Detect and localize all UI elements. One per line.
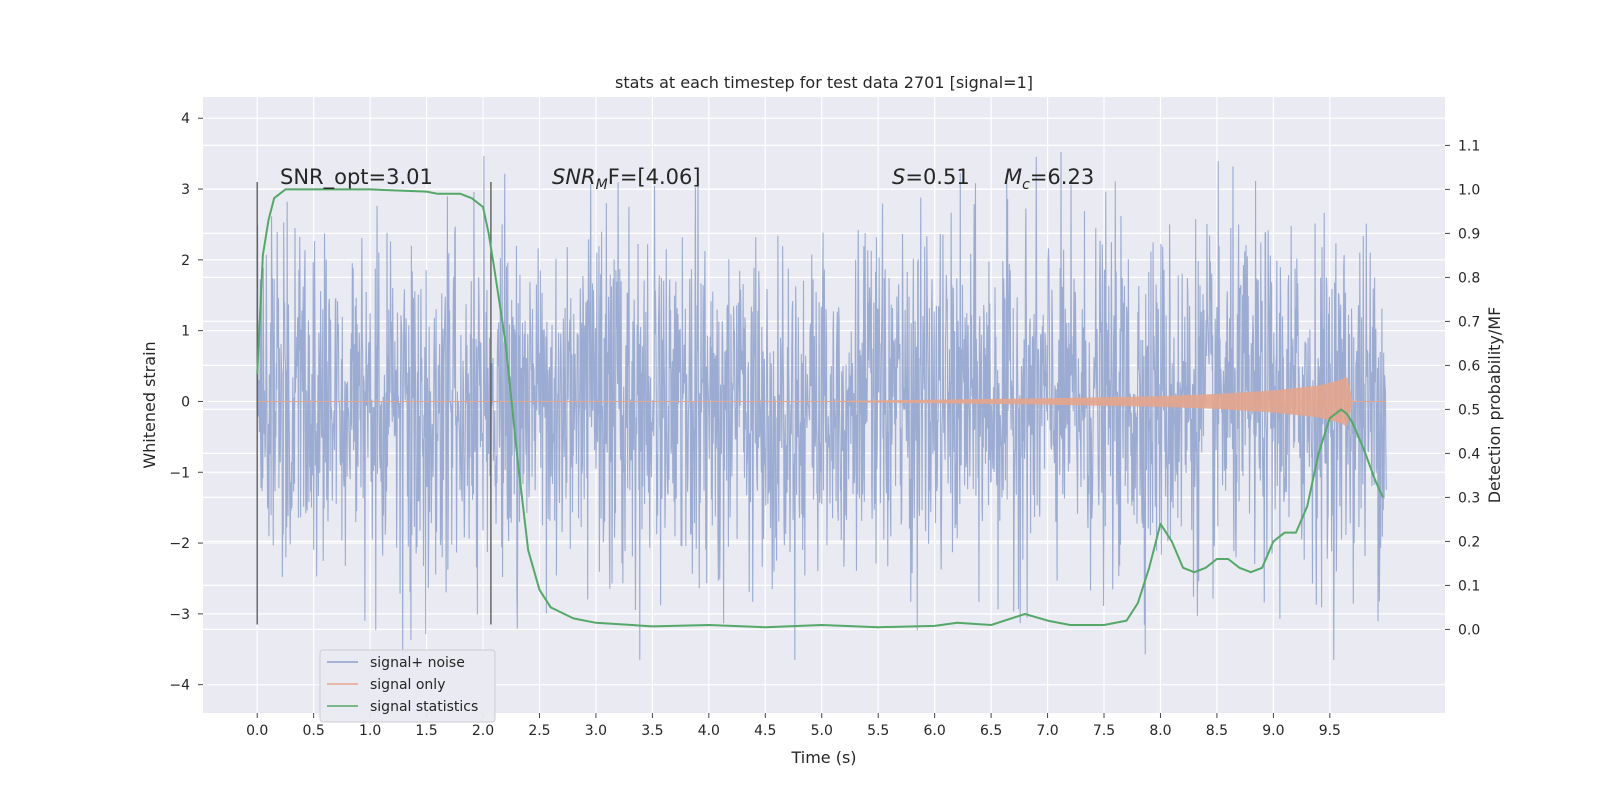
x-axis-ticks: 0.0 0.5 1.0 1.5 2.0 2.5 3.0 3.5 4.0 4.5 5.0 5.5 6.0 6… [246, 713, 1341, 739]
x-tick-label: 8.5 [1206, 723, 1228, 739]
legend-label-signal-statistics: signal statistics [370, 699, 478, 715]
y-right-axis-label: Detection probability/MF [1485, 307, 1504, 504]
x-tick-label: 4.0 [698, 723, 720, 739]
x-tick-label: 7.0 [1036, 723, 1058, 739]
y-tick-label: 0 [181, 394, 190, 410]
y-right-axis-ticks: 1.1 1.0 0.9 0.8 0.7 0.6 0.5 0.4 0.3 0.2 0.1 0.0 [1445, 138, 1480, 638]
annotation-snr-mf-value: F=[4.06] [608, 165, 701, 189]
vertical-markers [256, 181, 492, 625]
x-tick-label: 5.0 [811, 723, 833, 739]
y-right-tick-label: 0.4 [1458, 446, 1480, 462]
y-right-tick-label: 0.9 [1458, 226, 1480, 242]
annotation-snr-mf-subscript: M [596, 177, 608, 193]
chart-title: stats at each timestep for test data 270… [615, 73, 1033, 92]
x-axis-label: Time (s) [790, 748, 856, 767]
x-tick-label: 1.0 [359, 723, 381, 739]
series-signal-statistics [256, 188, 1384, 629]
x-tick-label: 4.5 [754, 723, 776, 739]
x-tick-label: 9.5 [1319, 723, 1341, 739]
annotation-s-value: =0.51 [905, 165, 969, 189]
annotation-mc-symbol: M [1004, 165, 1022, 189]
y-right-tick-label: 1.1 [1458, 138, 1480, 154]
y-right-tick-label: 0.0 [1458, 622, 1480, 638]
annotation-s: S=0.51 [892, 165, 970, 189]
y-axis-ticks: 4 3 2 1 0 −1 −2 −3 −4 [169, 111, 203, 694]
annotation-mc-value: =6.23 [1030, 165, 1094, 189]
x-tick-label: 0.0 [246, 723, 268, 739]
annotation-snr-mf-symbol: SNR [552, 165, 596, 189]
x-tick-label: 3.5 [641, 723, 663, 739]
y-tick-label: −3 [169, 607, 190, 623]
legend-label-signal-only: signal only [370, 677, 445, 693]
annotation-snr-opt: SNR_opt=3.01 [280, 165, 433, 190]
legend-box [319, 649, 496, 723]
y-tick-label: −2 [169, 536, 190, 552]
x-tick-label: 6.5 [980, 723, 1002, 739]
x-tick-label: 8.0 [1149, 723, 1171, 739]
annotation-mc: Mc=6.23 [1004, 165, 1094, 193]
x-tick-label: 5.5 [867, 723, 889, 739]
y-right-tick-label: 1.0 [1458, 182, 1480, 198]
x-tick-label: 0.5 [303, 723, 325, 739]
y-tick-label: 1 [181, 324, 190, 340]
x-tick-label: 3.0 [585, 723, 607, 739]
annotation-snr-mf: SNRMF=[4.06] [552, 165, 701, 193]
y-tick-label: 2 [181, 253, 190, 269]
legend: signal+ noise signal only signal statist… [319, 649, 496, 723]
y-right-tick-label: 0.7 [1458, 314, 1480, 330]
y-tick-label: −1 [169, 465, 190, 481]
x-tick-label: 2.0 [472, 723, 494, 739]
y-tick-label: 4 [181, 111, 190, 127]
y-right-tick-label: 0.3 [1458, 490, 1480, 506]
signal-statistics-line [256, 188, 1384, 629]
y-axis-label: Whitened strain [140, 341, 159, 468]
annotation-s-symbol: S [892, 165, 905, 189]
y-tick-label: −4 [169, 678, 190, 694]
y-right-tick-label: 0.6 [1458, 358, 1480, 374]
y-right-tick-label: 0.5 [1458, 402, 1480, 418]
x-tick-label: 6.0 [924, 723, 946, 739]
series-signal-noise [256, 151, 1387, 660]
x-tick-label: 1.5 [415, 723, 437, 739]
y-right-tick-label: 0.8 [1458, 270, 1480, 286]
y-right-tick-label: 0.1 [1458, 578, 1480, 594]
series-signal-only [257, 376, 1387, 427]
y-tick-label: 3 [181, 182, 190, 198]
signal-noise-line [256, 151, 1387, 660]
y-right-tick-label: 0.2 [1458, 534, 1480, 550]
legend-label-signal-noise: signal+ noise [370, 655, 465, 671]
annotation-mc-subscript: c [1022, 177, 1030, 193]
x-tick-label: 9.0 [1262, 723, 1284, 739]
x-tick-label: 2.5 [528, 723, 550, 739]
x-tick-label: 7.5 [1093, 723, 1115, 739]
